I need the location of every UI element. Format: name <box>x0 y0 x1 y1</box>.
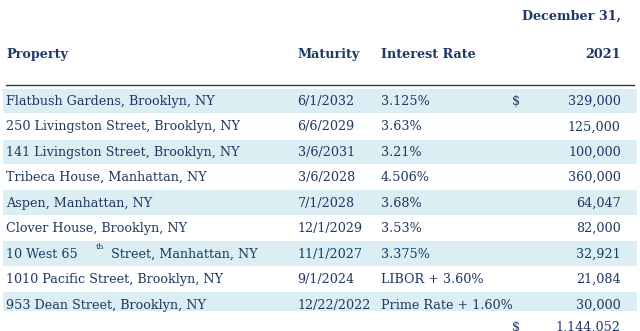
Text: 3.125%: 3.125% <box>381 95 429 108</box>
Text: th: th <box>95 243 104 251</box>
Text: 21,084: 21,084 <box>576 273 621 286</box>
Text: 360,000: 360,000 <box>568 171 621 184</box>
Text: 32,921: 32,921 <box>576 248 621 261</box>
FancyBboxPatch shape <box>3 241 637 266</box>
Text: Street, Manhattan, NY: Street, Manhattan, NY <box>107 248 258 261</box>
Text: Flatbush Gardens, Brooklyn, NY: Flatbush Gardens, Brooklyn, NY <box>6 95 215 108</box>
Text: 9/1/2024: 9/1/2024 <box>298 273 355 286</box>
FancyBboxPatch shape <box>3 216 637 241</box>
Text: 82,000: 82,000 <box>576 222 621 235</box>
Text: Interest Rate: Interest Rate <box>381 48 476 61</box>
Text: $: $ <box>512 95 520 108</box>
FancyBboxPatch shape <box>3 114 637 139</box>
Text: Prime Rate + 1.60%: Prime Rate + 1.60% <box>381 299 513 312</box>
Text: $: $ <box>512 321 520 331</box>
Text: Tribeca House, Manhattan, NY: Tribeca House, Manhattan, NY <box>6 171 207 184</box>
Text: 329,000: 329,000 <box>568 95 621 108</box>
Text: 3.53%: 3.53% <box>381 222 422 235</box>
FancyBboxPatch shape <box>3 140 637 165</box>
Text: 2021: 2021 <box>586 48 621 61</box>
Text: 3.375%: 3.375% <box>381 248 430 261</box>
Text: 10 West 65: 10 West 65 <box>6 248 78 261</box>
FancyBboxPatch shape <box>3 165 637 190</box>
Text: 100,000: 100,000 <box>568 146 621 159</box>
FancyBboxPatch shape <box>3 292 637 317</box>
Text: 12/1/2029: 12/1/2029 <box>298 222 363 235</box>
FancyBboxPatch shape <box>3 89 637 114</box>
Text: 11/1/2027: 11/1/2027 <box>298 248 363 261</box>
Text: 7/1/2028: 7/1/2028 <box>298 197 355 210</box>
FancyBboxPatch shape <box>3 267 637 292</box>
Text: 64,047: 64,047 <box>576 197 621 210</box>
Text: 30,000: 30,000 <box>576 299 621 312</box>
Text: 125,000: 125,000 <box>568 120 621 133</box>
Text: Clover House, Brooklyn, NY: Clover House, Brooklyn, NY <box>6 222 188 235</box>
Text: 3.63%: 3.63% <box>381 120 422 133</box>
Text: 1010 Pacific Street, Brooklyn, NY: 1010 Pacific Street, Brooklyn, NY <box>6 273 223 286</box>
Text: LIBOR + 3.60%: LIBOR + 3.60% <box>381 273 483 286</box>
Text: 4.506%: 4.506% <box>381 171 430 184</box>
Text: December 31,: December 31, <box>522 9 621 22</box>
Text: 3.21%: 3.21% <box>381 146 421 159</box>
Text: Aspen, Manhattan, NY: Aspen, Manhattan, NY <box>6 197 153 210</box>
Text: 953 Dean Street, Brooklyn, NY: 953 Dean Street, Brooklyn, NY <box>6 299 206 312</box>
Text: 12/22/2022: 12/22/2022 <box>298 299 371 312</box>
Text: 1,144,052: 1,144,052 <box>556 321 621 331</box>
Text: 250 Livingston Street, Brooklyn, NY: 250 Livingston Street, Brooklyn, NY <box>6 120 241 133</box>
Text: 3/6/2031: 3/6/2031 <box>298 146 355 159</box>
Text: 141 Livingston Street, Brooklyn, NY: 141 Livingston Street, Brooklyn, NY <box>6 146 240 159</box>
Text: 3.68%: 3.68% <box>381 197 422 210</box>
Text: 6/1/2032: 6/1/2032 <box>298 95 355 108</box>
Text: 3/6/2028: 3/6/2028 <box>298 171 355 184</box>
FancyBboxPatch shape <box>3 190 637 215</box>
Text: 6/6/2029: 6/6/2029 <box>298 120 355 133</box>
Text: Property: Property <box>6 48 68 61</box>
Text: Maturity: Maturity <box>298 48 360 61</box>
